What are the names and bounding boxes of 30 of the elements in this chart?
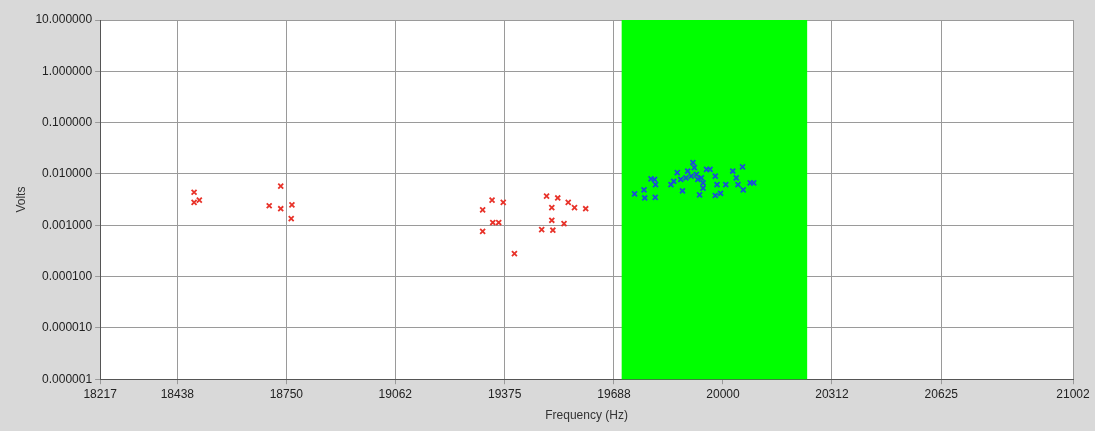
y-tick-label: 0.000010: [42, 320, 93, 335]
x-tick-label: 19062: [378, 386, 413, 401]
x-tick-label: 19375: [487, 386, 522, 401]
y-axis-title: Volts: [13, 186, 28, 213]
point: [711, 192, 719, 199]
x-tick-label: 19688: [597, 386, 631, 401]
y-tick-label: 1.000000: [42, 63, 93, 78]
x-tick-label: 18438: [160, 386, 195, 401]
point: [479, 228, 487, 235]
x-tick-label: 18750: [269, 386, 304, 401]
y-tick-label: 0.100000: [42, 114, 93, 129]
x-tick-label: 18217: [83, 386, 118, 401]
x-tick-label: 20000: [706, 386, 740, 401]
y-tick-label: 0.010000: [42, 166, 93, 181]
point: [717, 189, 724, 197]
point: [729, 167, 737, 175]
point: [571, 204, 578, 212]
x-tick-label: 21002: [1056, 386, 1091, 401]
y-tick-label: 0.000100: [42, 268, 93, 283]
y-tick-label: 0.000001: [42, 371, 93, 386]
y-tick-label: 0.001000: [42, 217, 93, 232]
point: [677, 176, 685, 183]
point: [288, 201, 296, 209]
y-tick-label: 10.000000: [35, 12, 93, 27]
x-tick-label: 20312: [815, 386, 849, 401]
x-axis-title: Frequency (Hz): [545, 408, 628, 423]
point: [488, 196, 496, 204]
x-tick-label: 20625: [924, 386, 959, 401]
point: [495, 219, 503, 226]
point: [511, 250, 518, 257]
